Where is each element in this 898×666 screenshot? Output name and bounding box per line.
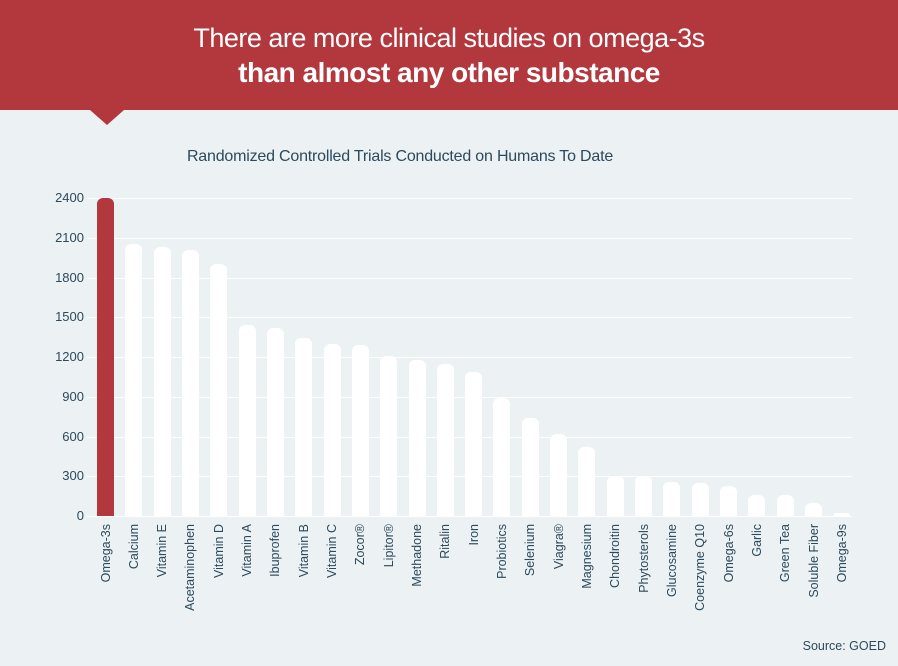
gridline <box>86 317 852 318</box>
chart-bar <box>550 434 567 516</box>
chart-bar <box>833 513 850 516</box>
y-axis-tick-label: 1500 <box>55 309 84 324</box>
x-axis-label: Methadone <box>410 524 424 587</box>
chart-bar <box>409 360 426 516</box>
chart-bar <box>720 486 737 516</box>
x-axis-label: Zocor® <box>353 524 367 566</box>
y-axis-tick-label: 2100 <box>55 230 84 245</box>
chart-bar <box>154 247 171 516</box>
x-axis-label: Vitamin E <box>155 524 169 578</box>
y-axis-tick-label: 300 <box>62 468 84 483</box>
chart-title: Randomized Controlled Trials Conducted o… <box>186 148 614 165</box>
headline-line2: than almost any other substance <box>238 57 660 88</box>
chart-bar <box>352 345 369 516</box>
x-axis-label: Chondroitin <box>608 524 622 588</box>
chart-bar <box>635 476 652 516</box>
x-axis-label: Ritalin <box>438 524 452 559</box>
x-axis-label: Probiotics <box>495 524 509 579</box>
x-axis-label: Selenium <box>523 524 537 577</box>
banner-pointer-triangle <box>90 110 124 125</box>
x-axis-label: Calcium <box>127 524 141 570</box>
x-axis-label: Coenzyme Q10 <box>693 524 707 611</box>
x-axis-label: Vitamin C <box>325 524 339 578</box>
y-axis-tick-label: 1800 <box>55 270 84 285</box>
chart-bar <box>493 398 510 516</box>
y-axis-tick-label: 2400 <box>55 190 84 205</box>
chart-bar <box>663 482 680 516</box>
gridline <box>86 516 852 517</box>
chart-bar <box>210 264 227 516</box>
x-axis-label: Acetaminophen <box>183 524 197 611</box>
x-axis-label: Green Tea <box>778 524 792 583</box>
chart-bar <box>607 476 624 516</box>
y-axis-tick-label: 600 <box>62 429 84 444</box>
chart-bar <box>777 495 794 516</box>
x-axis-label: Soluble Fiber <box>807 524 821 598</box>
x-axis-label: Iron <box>467 524 481 546</box>
x-axis-label: Garlic <box>750 524 764 557</box>
chart-bar <box>578 447 595 516</box>
headline-line1: There are more clinical studies on omega… <box>193 23 705 53</box>
x-axis-label: Vitamin D <box>212 524 226 578</box>
chart-bar <box>182 250 199 516</box>
chart-bar <box>805 503 822 516</box>
header-banner: There are more clinical studies on omega… <box>0 0 898 110</box>
chart-bar <box>267 328 284 516</box>
y-axis-tick-label: 1200 <box>55 349 84 364</box>
chart-bar <box>295 338 312 516</box>
x-axis-label: Omega-6s <box>722 524 736 583</box>
chart-bar <box>437 364 454 516</box>
gridline <box>86 238 852 239</box>
chart-bar <box>692 483 709 516</box>
chart-bar <box>748 495 765 516</box>
source-credit: Source: GOED <box>802 639 886 653</box>
x-axis-label: Ibuprofen <box>268 524 282 577</box>
x-axis-label: Phytosterols <box>637 524 651 593</box>
x-axis-label: Omega-9s <box>835 524 849 583</box>
y-axis-tick-label: 900 <box>62 389 84 404</box>
x-axis-label: Lipitor® <box>382 524 396 568</box>
x-axis-label: Magnesium <box>580 524 594 589</box>
chart-bar <box>465 372 482 516</box>
gridline <box>86 198 852 199</box>
chart-bar <box>125 244 142 516</box>
y-axis-tick-label: 0 <box>76 508 84 523</box>
gridline <box>86 278 852 279</box>
chart-bar <box>380 356 397 516</box>
x-axis-label: Vitamin B <box>297 524 311 578</box>
chart-bar <box>239 325 256 516</box>
x-axis-label: Omega-3s <box>99 524 113 583</box>
chart-bar <box>324 344 341 516</box>
x-axis-label: Vitamin A <box>240 524 254 577</box>
chart-bar <box>522 418 539 516</box>
chart-bar <box>97 198 114 516</box>
x-axis-label: Glucosamine <box>665 524 679 597</box>
x-axis-label: Viagra® <box>552 524 566 570</box>
gridline <box>86 357 852 358</box>
